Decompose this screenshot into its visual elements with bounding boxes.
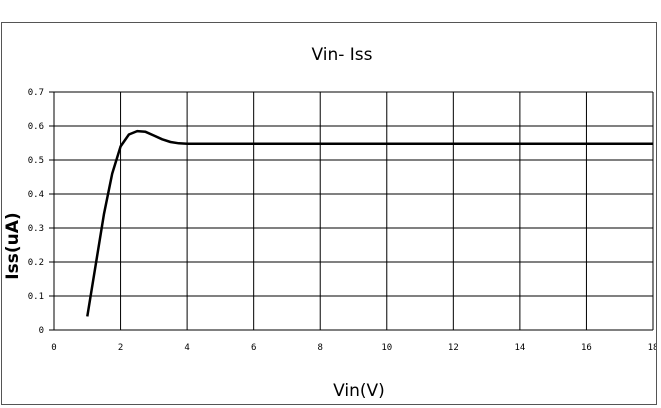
series-layer <box>86 129 653 317</box>
line-chart: Vin- Iss Vin(V) Iss(uA) 0 2 4 6 8 10 12 14 16 180… <box>3 45 656 401</box>
y-tick-label: 0 <box>39 326 44 336</box>
x-tick-label: 18 <box>648 343 656 353</box>
y-tick-label: 0.7 <box>28 88 44 98</box>
chart-frame: Vin- Iss Vin(V) Iss(uA) 0 2 4 6 8 10 12 14 16 18 0… <box>1 22 657 405</box>
x-tick-label: 12 <box>448 343 459 353</box>
y-tick-label: 0.6 <box>28 122 44 132</box>
axes <box>49 91 653 331</box>
x-tick-label: 6 <box>251 343 256 353</box>
x-tick-label: 4 <box>184 343 189 353</box>
x-axis-label: Vin(V) <box>333 381 385 401</box>
x-tick-label: 14 <box>514 343 525 353</box>
x-tick-label: 0 <box>51 343 56 353</box>
chart-title: Vin- Iss <box>311 45 372 65</box>
x-tick-label: 10 <box>381 343 392 353</box>
y-tick-label: 0.5 <box>28 156 44 166</box>
y-tick-label: 0.4 <box>28 190 44 200</box>
series-line <box>86 129 653 317</box>
y-tick-label: 0.1 <box>28 292 44 302</box>
grid <box>54 91 654 330</box>
y-tick-label: 0.3 <box>28 224 44 234</box>
x-tick-label: 2 <box>118 343 123 353</box>
x-tick-label: 8 <box>318 343 323 353</box>
x-tick-label: 16 <box>581 343 592 353</box>
tick-labels: 0 2 4 6 8 10 12 14 16 18 0 0.1 0.2 0.3 0.4 0.5 0.6 0.7 <box>28 88 656 353</box>
y-axis-label: Iss(uA) <box>3 212 23 279</box>
y-tick-label: 0.2 <box>28 258 44 268</box>
